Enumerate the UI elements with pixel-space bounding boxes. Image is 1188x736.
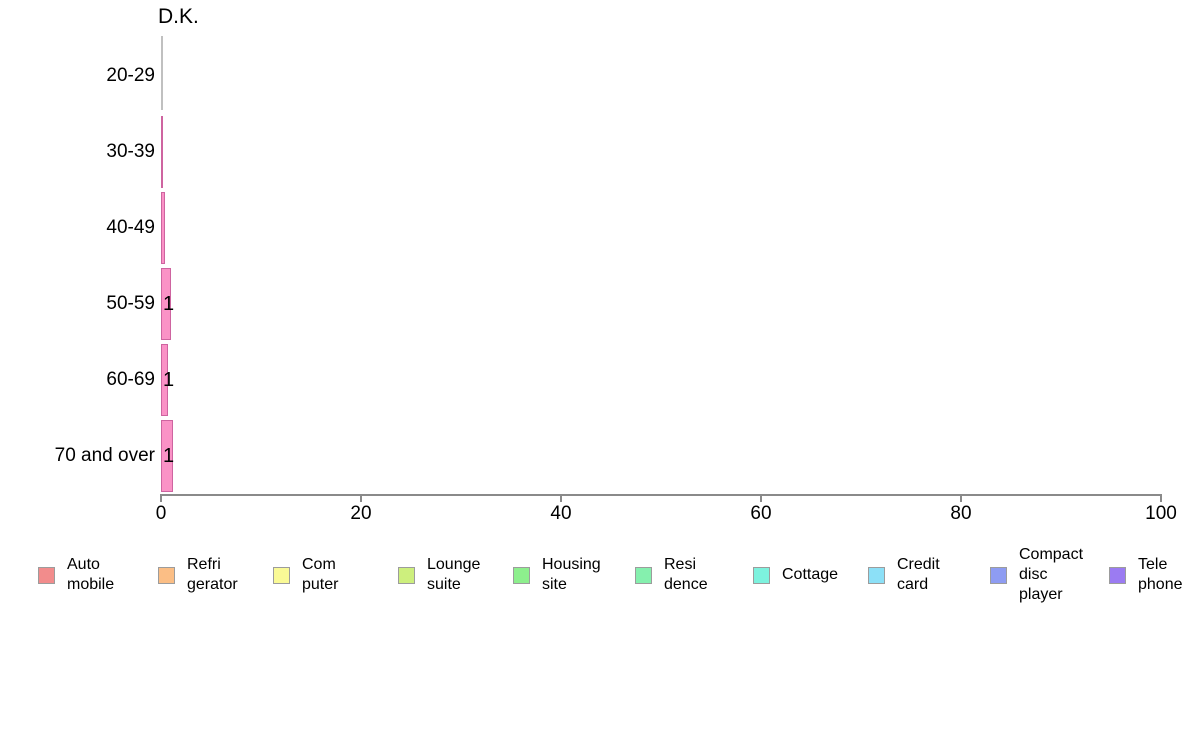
legend-label-compact-disc-player: Compact disc player — [1019, 545, 1083, 605]
x-axis-tick-label: 100 — [1145, 503, 1177, 524]
bar — [161, 268, 171, 340]
legend-label-line: Lounge — [427, 556, 481, 573]
y-axis-line — [160, 36, 163, 110]
x-axis-tick-label: 60 — [750, 503, 772, 524]
x-axis-tick-label: 20 — [350, 503, 372, 524]
legend-label-line: Compact — [1019, 546, 1084, 563]
x-axis-tick — [160, 494, 162, 502]
bar — [161, 344, 168, 416]
legend-label-automobile: Auto mobile — [67, 555, 114, 595]
x-axis-line — [161, 494, 1162, 496]
legend-label-line: suite — [427, 576, 461, 593]
legend-item-computer: Com puter — [273, 538, 338, 612]
legend-label-line: Refri — [187, 556, 221, 573]
legend-label-computer: Com puter — [302, 555, 338, 595]
legend-label-line: mobile — [67, 576, 115, 593]
legend-label-line: disc — [1019, 566, 1048, 583]
legend-swatch-refrigerator-icon — [158, 566, 175, 584]
category-label: 50-59 — [106, 293, 155, 314]
legend-item-automobile: Auto mobile — [38, 538, 114, 612]
legend-label-line: Cottage — [782, 566, 839, 583]
category-label: 30-39 — [106, 141, 155, 162]
legend-item-refrigerator: Refri gerator — [158, 538, 238, 612]
legend-label-line: player — [1019, 586, 1063, 603]
bar-value-label: 1 — [163, 444, 175, 467]
legend-swatch-computer-icon — [273, 566, 290, 584]
legend-label-refrigerator: Refri gerator — [187, 555, 238, 595]
legend-swatch-telephone-icon — [1109, 566, 1126, 584]
legend-item-credit-card: Credit card — [868, 538, 940, 612]
legend-label-line: Housing — [542, 556, 601, 573]
legend-label-credit-card: Credit card — [897, 555, 940, 595]
bar — [161, 420, 173, 492]
bar-value-label: 1 — [163, 368, 175, 391]
legend-label-line: gerator — [187, 576, 238, 593]
x-axis-tick-label: 40 — [550, 503, 572, 524]
legend-item-housing-site: Housing site — [513, 538, 601, 612]
legend-label-line: phone — [1138, 576, 1183, 593]
legend-swatch-housing-site-icon — [513, 566, 530, 584]
legend-label-line: site — [542, 576, 567, 593]
legend-label-line: Resi — [664, 556, 697, 573]
legend-label-line: dence — [664, 576, 708, 593]
legend-item-residence: Resi dence — [635, 538, 708, 612]
legend-label-cottage: Cottage — [782, 565, 838, 585]
legend-swatch-automobile-icon — [38, 566, 55, 584]
legend-swatch-residence-icon — [635, 566, 652, 584]
bar — [161, 192, 165, 264]
legend-label-lounge-suite: Lounge suite — [427, 555, 480, 595]
legend-label-telephone: Tele phone — [1138, 555, 1183, 595]
legend-swatch-credit-card-icon — [868, 566, 885, 584]
legend-swatch-compact-disc-player-icon — [990, 566, 1007, 584]
x-axis-tick-label: 0 — [155, 503, 167, 524]
x-axis-tick — [360, 494, 362, 502]
legend-item-compact-disc-player: Compact disc player — [990, 538, 1083, 612]
legend-label-line: Credit — [897, 556, 940, 573]
legend-label-line: puter — [302, 576, 339, 593]
bar-value-label: 1 — [163, 292, 175, 315]
legend-label-housing-site: Housing site — [542, 555, 601, 595]
x-axis-tick — [960, 494, 962, 502]
category-label: 40-49 — [106, 217, 155, 238]
legend-swatch-lounge-suite-icon — [398, 566, 415, 584]
legend-label-line: Auto — [67, 556, 100, 573]
legend-label-line: card — [897, 576, 929, 593]
legend-label-line: Com — [302, 556, 336, 573]
category-label: 60-69 — [106, 369, 155, 390]
legend-item-telephone: Tele phone — [1109, 538, 1183, 612]
legend-item-lounge-suite: Lounge suite — [398, 538, 480, 612]
x-axis-tick-label: 80 — [950, 503, 972, 524]
x-axis-tick — [1160, 494, 1162, 502]
x-axis-tick — [760, 494, 762, 502]
legend-label-line: Tele — [1138, 556, 1168, 573]
legend-item-cottage: Cottage — [753, 538, 838, 612]
category-label: 20-29 — [106, 65, 155, 86]
x-axis-tick — [560, 494, 562, 502]
chart-title: D.K. — [158, 5, 199, 28]
legend-label-residence: Resi dence — [664, 555, 708, 595]
legend-swatch-cottage-icon — [753, 566, 770, 584]
category-label: 70 and over — [54, 445, 155, 466]
bar — [161, 116, 163, 188]
